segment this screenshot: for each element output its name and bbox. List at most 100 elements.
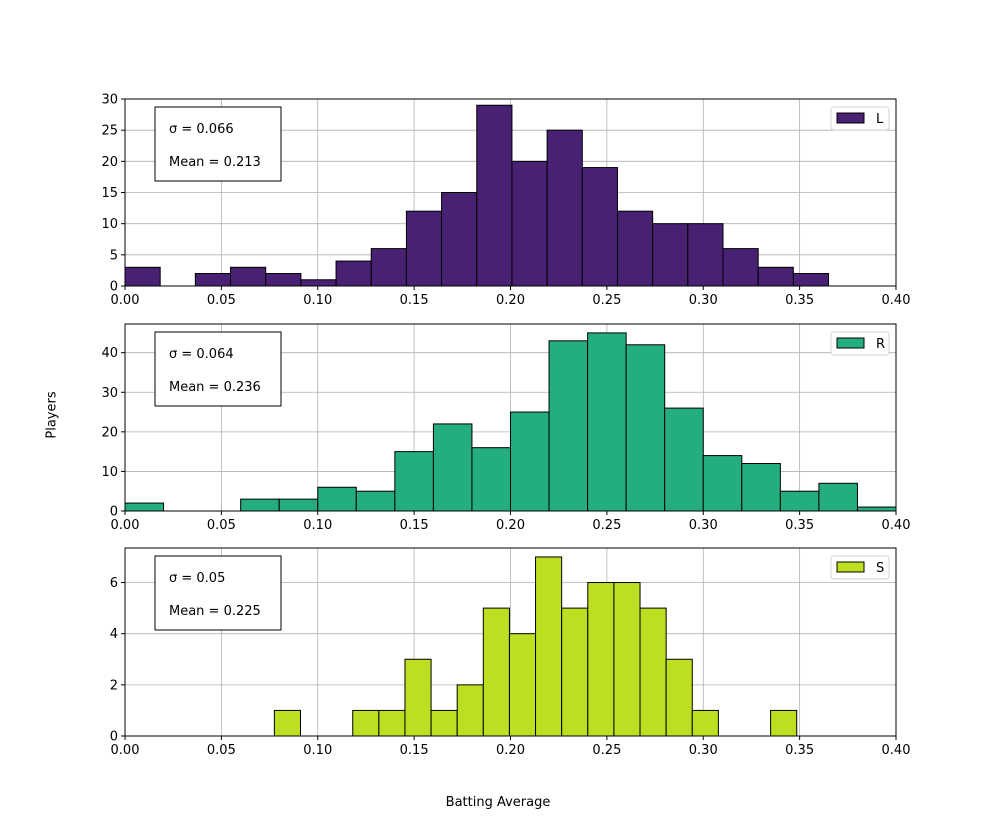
x-tick-label: 0.35 [785,743,814,758]
y-tick-label: 20 [101,155,118,170]
x-tick-label: 0.10 [303,293,332,308]
histogram-bar [482,607,510,737]
y-tick-label: 20 [101,425,118,440]
histogram-bar [240,498,280,512]
stats-box [154,106,282,182]
histogram-bar [581,167,618,287]
histogram-bar [230,266,267,287]
sigma-text: σ = 0.066 [169,122,234,137]
histogram-bar [741,463,781,512]
histogram-bar [124,266,161,287]
histogram-bar [352,709,380,737]
histogram-bar [300,279,337,287]
mean-text: Mean = 0.225 [169,604,261,619]
histogram-bar [702,455,743,512]
y-tick-label: 0 [110,280,118,295]
x-tick-label: 0.05 [207,293,236,308]
histogram-bar [587,582,615,737]
histogram-panel-R: 0.00 0.05 0.10 0.15 0.20 0.25 0.30 0.35 0.40 0 10 2… [101,323,911,533]
histogram-bar [404,658,432,737]
histogram-bar [508,633,537,737]
histogram-bar [613,582,641,737]
histogram-bar [818,482,858,512]
histogram-bar [625,344,666,512]
x-tick-label: 0.40 [882,743,911,758]
legend-swatch [836,337,865,349]
legend-label: L [876,112,884,127]
x-tick-label: 0.35 [785,293,814,308]
histogram-bar [194,273,232,287]
y-axis-label-text: Players [44,391,60,439]
x-tick-label: 0.10 [303,518,332,533]
x-axis-label: Batting Average [445,795,551,810]
stats-box [154,555,282,631]
histogram-bar [722,248,759,287]
histogram-bar [471,447,512,512]
x-tick-label: 0.25 [592,743,621,758]
histogram-bar [546,129,583,287]
histogram-panel-L: 0.00 0.05 0.10 0.15 0.20 0.25 0.30 0.35 0.40 0 5 10… [101,93,910,309]
histogram-bar [687,223,724,287]
histogram-bar [510,411,550,512]
y-tick-label: 0 [110,730,118,745]
histogram-bar [856,506,897,512]
histogram-bar [535,556,563,737]
y-tick-label: 25 [101,124,118,139]
histogram-bar [757,266,794,287]
x-tick-label: 0.25 [592,293,621,308]
x-tick-label: 0.15 [400,743,429,758]
histogram-bar [561,607,589,737]
y-tick-label: 4 [110,627,118,642]
histogram-bar [335,260,372,287]
stats-box [154,331,282,407]
histogram-bar [265,273,302,287]
x-tick-label: 0.00 [111,518,140,533]
y-tick-label: 30 [101,386,118,401]
legend-swatch [836,112,865,124]
y-tick-label: 6 [110,576,118,591]
x-tick-label: 0.00 [111,743,140,758]
histogram-bar [355,490,396,512]
histogram-bar [273,709,301,737]
y-tick-label: 10 [101,217,118,232]
histogram-bar [511,160,548,287]
histogram-bar [665,658,693,737]
x-tick-label: 0.30 [689,293,718,308]
histogram-bar [394,451,434,512]
histogram-bar [124,502,165,512]
histogram-bar [441,192,478,287]
histogram-panel-S: 0.00 0.05 0.10 0.15 0.20 0.25 0.30 0.35 0.40 0 2 4 6… [110,547,911,758]
histogram-bar [476,104,513,287]
x-tick-label: 0.20 [496,743,525,758]
x-tick-label: 0.20 [496,518,525,533]
sigma-text: σ = 0.05 [169,571,225,586]
x-tick-label: 0.05 [207,518,236,533]
histogram-bar [278,498,319,512]
x-tick-label: 0.35 [785,518,814,533]
x-tick-label: 0.30 [689,743,718,758]
histogram-bar [770,709,798,737]
y-tick-label: 2 [110,678,118,693]
x-tick-label: 0.40 [882,293,911,308]
histogram-bar [432,423,473,512]
histogram-bar [370,248,407,287]
histogram-bar [317,486,357,512]
y-tick-label: 15 [101,186,118,201]
histogram-bar [616,210,654,287]
y-tick-label: 0 [110,505,118,520]
y-tick-label: 5 [110,248,118,263]
x-tick-label: 0.10 [303,743,332,758]
x-tick-label: 0.30 [689,518,718,533]
histogram-bar [779,490,820,512]
sigma-text: σ = 0.064 [169,347,234,362]
x-tick-label: 0.25 [592,518,621,533]
histogram-bar [652,223,689,287]
mean-text: Mean = 0.213 [169,155,261,170]
mean-text: Mean = 0.236 [169,380,261,395]
x-tick-label: 0.15 [400,518,429,533]
x-tick-label: 0.40 [882,518,911,533]
histogram-bar [664,407,704,512]
histogram-bar [691,709,719,737]
histogram-bar [456,684,484,737]
